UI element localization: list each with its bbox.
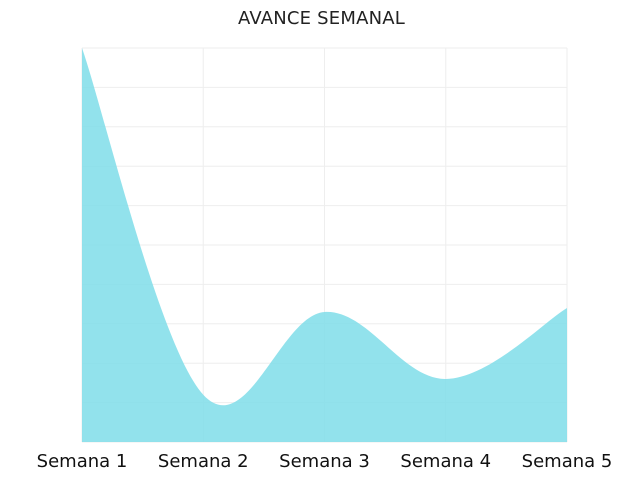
plot-area (78, 44, 571, 442)
data-point-3[interactable] (321, 308, 329, 316)
data-point-5[interactable] (563, 304, 571, 312)
x-tick-label: Semana 5 (522, 451, 613, 472)
chart-title: AVANCE SEMANAL (237, 8, 405, 29)
x-tick-label: Semana 2 (158, 451, 249, 472)
x-tick-label: Semana 3 (279, 451, 370, 472)
data-point-2[interactable] (199, 391, 207, 399)
x-tick-label: Semana 1 (37, 451, 128, 472)
area-series-0 (82, 48, 567, 442)
x-axis-tick-labels: Semana 1 Semana 2 Semana 3 Semana 4 Semana 5 (37, 451, 613, 472)
x-tick-label: Semana 4 (400, 451, 491, 472)
data-point-4[interactable] (442, 375, 450, 383)
data-point-1[interactable] (78, 44, 86, 52)
